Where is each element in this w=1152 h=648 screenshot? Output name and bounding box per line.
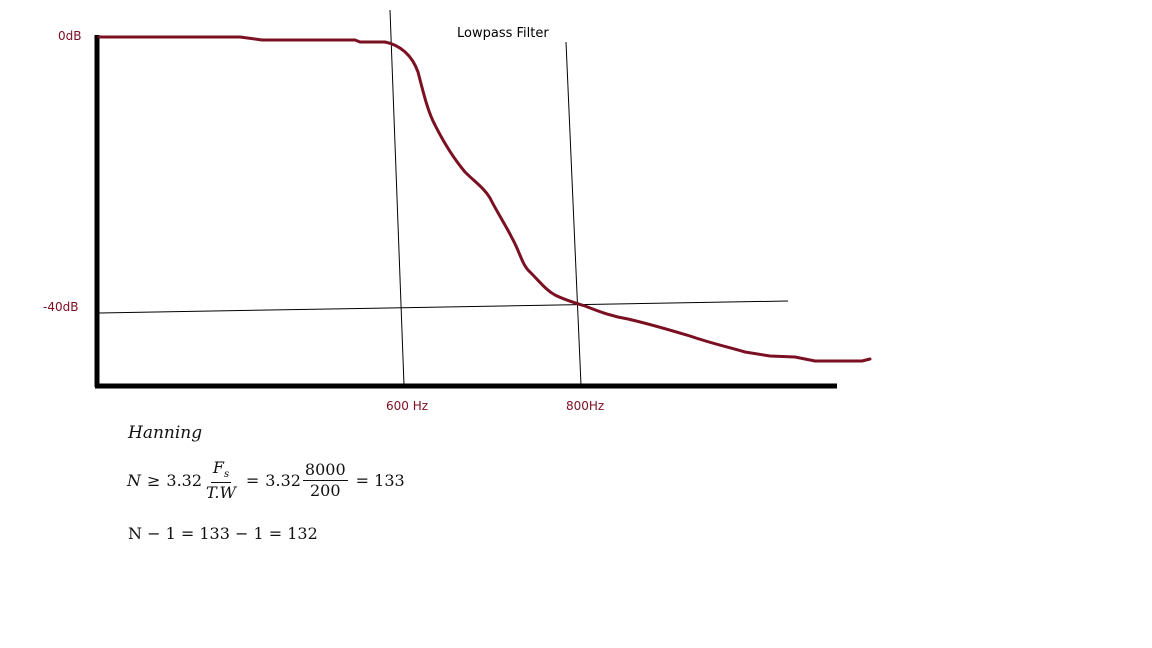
figure-title: Lowpass Filter bbox=[457, 26, 549, 41]
eq1-frac2-den: 200 bbox=[310, 480, 341, 500]
eq1-coef: 3.32 bbox=[166, 471, 203, 491]
eq1-equals: = bbox=[245, 471, 260, 491]
x-label-600hz: 600 Hz bbox=[386, 399, 428, 413]
cutoff-600hz-line bbox=[389, 9, 405, 386]
y-label-minus-40db: -40dB bbox=[43, 300, 78, 314]
eq1-fraction-numbers: 8000 200 bbox=[302, 459, 348, 500]
eq1-frac1-den: T.W bbox=[206, 482, 236, 502]
y-label-0db: 0dB bbox=[58, 29, 81, 43]
frequency-response-curve bbox=[97, 35, 872, 363]
eq1-lhs: N bbox=[127, 471, 141, 491]
eq1-coef2: 3.32 bbox=[265, 471, 301, 491]
eq1-rel: ≥ bbox=[147, 471, 161, 491]
minus-40db-line bbox=[98, 300, 789, 314]
eq2-text: N − 1 = 133 − 1 = 132 bbox=[128, 524, 318, 543]
window-name: Hanning bbox=[128, 423, 203, 443]
filter-order-equation: N ≥ 3.32 Fs T.W = 3.32 8000 200 = 133 bbox=[127, 458, 405, 502]
eq1-frac2-num: 8000 bbox=[302, 459, 348, 481]
eq1-frac1-num: F bbox=[212, 458, 224, 477]
x-label-800hz: 800Hz bbox=[566, 399, 604, 413]
eq1-result: = 133 bbox=[355, 471, 405, 491]
stop-800hz-line bbox=[565, 41, 582, 386]
order-minus-one-equation: N − 1 = 133 − 1 = 132 bbox=[128, 524, 318, 543]
eq1-fraction-fs-tw: Fs T.W bbox=[204, 458, 238, 502]
eq1-frac1-sub: s bbox=[223, 469, 230, 481]
